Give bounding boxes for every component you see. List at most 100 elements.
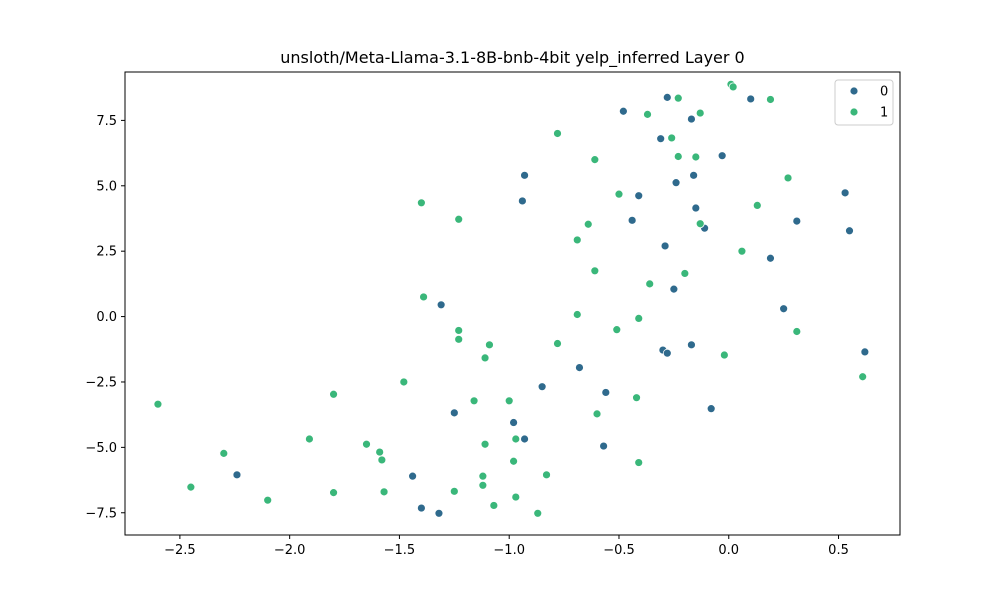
data-point [264, 496, 272, 504]
data-point [690, 171, 698, 179]
data-point [437, 301, 445, 309]
legend-marker-0 [850, 87, 858, 95]
data-point [479, 481, 487, 489]
data-point [635, 459, 643, 467]
data-point [481, 354, 489, 362]
data-point [747, 95, 755, 103]
y-tick-label: −5.0 [85, 441, 117, 456]
data-point [455, 335, 463, 343]
data-point [600, 442, 608, 450]
data-point [846, 227, 854, 235]
data-point [305, 435, 313, 443]
data-point [220, 449, 228, 457]
data-point [674, 152, 682, 160]
data-point [518, 197, 526, 205]
y-tick-label: 7.5 [96, 114, 117, 129]
data-point [591, 267, 599, 275]
x-tick-label: −0.5 [603, 543, 635, 558]
data-point [663, 349, 671, 357]
y-tick-label: 0.0 [96, 310, 117, 325]
data-point [681, 269, 689, 277]
data-point [674, 94, 682, 102]
chart-title: unsloth/Meta-Llama-3.1-8B-bnb-4bit yelp_… [280, 48, 744, 68]
data-point [707, 405, 715, 413]
series-0 [233, 93, 869, 517]
data-point [696, 220, 704, 228]
data-point [859, 373, 867, 381]
data-point [766, 95, 774, 103]
y-tick-label: 5.0 [96, 179, 117, 194]
data-point [657, 135, 665, 143]
data-point [510, 457, 518, 465]
data-point [661, 242, 669, 250]
x-axis: −2.5 −2.0 −1.5 −1.0 −0.5 0.0 0.5 [164, 535, 849, 558]
data-point [738, 247, 746, 255]
data-point [409, 472, 417, 480]
y-tick-label: 2.5 [96, 245, 117, 260]
data-point [633, 394, 641, 402]
x-tick-label: 0.5 [828, 543, 849, 558]
data-point [646, 280, 654, 288]
data-point [420, 293, 428, 301]
data-point [510, 419, 518, 427]
data-point [575, 364, 583, 372]
data-point [330, 489, 338, 497]
plot-frame [125, 72, 900, 535]
data-point [417, 199, 425, 207]
x-tick-label: −1.5 [384, 543, 416, 558]
data-point [644, 110, 652, 118]
data-point [417, 504, 425, 512]
data-point [450, 409, 458, 417]
data-point [602, 388, 610, 396]
data-point [534, 509, 542, 517]
data-point [692, 153, 700, 161]
data-point [793, 217, 801, 225]
data-point [613, 326, 621, 334]
x-tick-label: −2.5 [164, 543, 196, 558]
data-point [793, 327, 801, 335]
legend-marker-1 [850, 108, 858, 116]
data-point [635, 192, 643, 200]
data-point [455, 215, 463, 223]
x-tick-label: 0.0 [718, 543, 739, 558]
data-point [154, 400, 162, 408]
data-point [521, 171, 529, 179]
data-point [512, 435, 520, 443]
series-1 [154, 80, 867, 517]
data-point [591, 156, 599, 164]
data-point [543, 471, 551, 479]
data-point [479, 472, 487, 480]
legend-label-1: 1 [880, 106, 888, 121]
data-point [687, 341, 695, 349]
data-point [753, 201, 761, 209]
data-point [692, 204, 700, 212]
data-point [455, 326, 463, 334]
data-point [378, 456, 386, 464]
y-axis: −7.5 −5.0 −2.5 0.0 2.5 5.0 7.5 [85, 114, 125, 521]
data-point [841, 189, 849, 197]
data-point [615, 190, 623, 198]
data-point [628, 216, 636, 224]
data-point [672, 179, 680, 187]
data-point [538, 383, 546, 391]
data-point [668, 134, 676, 142]
data-point [521, 435, 529, 443]
data-point [720, 351, 728, 359]
y-tick-label: −2.5 [85, 375, 117, 390]
data-point [380, 488, 388, 496]
data-point [400, 378, 408, 386]
data-point [687, 115, 695, 123]
data-point [435, 509, 443, 517]
data-point [363, 440, 371, 448]
x-tick-label: −2.0 [274, 543, 306, 558]
data-point [485, 341, 493, 349]
data-point [233, 471, 241, 479]
data-point [573, 310, 581, 318]
data-point [450, 487, 458, 495]
data-point [718, 152, 726, 160]
data-point [505, 397, 513, 405]
legend: 01 [835, 80, 893, 125]
data-point [470, 397, 478, 405]
data-point [619, 107, 627, 115]
data-point [376, 448, 384, 456]
